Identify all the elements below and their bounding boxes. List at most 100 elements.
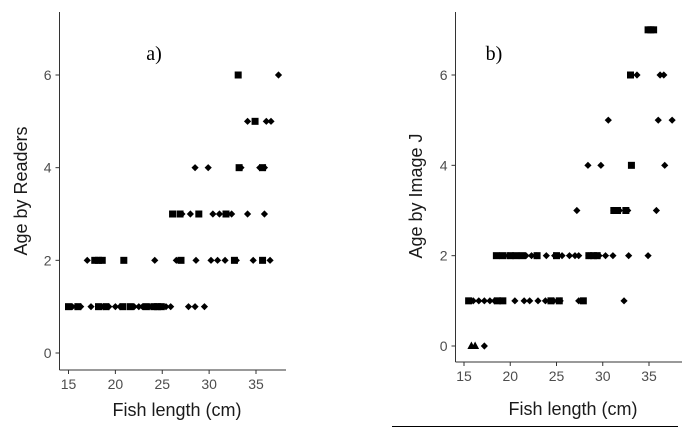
panel-b-diamond-point (660, 71, 668, 79)
panel-a-y-ticks: 0 2 4 6 (44, 67, 60, 361)
panel-b-square-point (590, 252, 597, 260)
panel-a: 0 2 4 6 15 20 25 30 35 a) Age by Readers Fish l… (11, 12, 286, 420)
panel-b-diamond-point (668, 116, 676, 124)
panel-a-square-point (98, 256, 106, 264)
panel-a-diamond-point (200, 303, 209, 311)
panel-a-square-point (65, 303, 72, 311)
panel-b-diamond-point (486, 297, 494, 305)
panel-b-square-point (492, 252, 500, 260)
panel-a-diamond-point (243, 117, 252, 125)
panel-a-diamond-point (186, 210, 194, 218)
panel-a-diamond-point (87, 303, 95, 311)
panel-b-diamond-point (661, 161, 669, 169)
panel-a-diamond-point (260, 210, 269, 218)
panel-b-diamond-point (656, 71, 664, 79)
panel-a-y-tick-label-0: 0 (44, 345, 52, 361)
panel-b-diamond-point (571, 252, 579, 260)
panel-a-y-tick-label-6: 6 (44, 67, 52, 83)
panel-b-diamond-point (526, 297, 534, 305)
panel-a-square-point (195, 210, 203, 218)
panel-a-diamond-point (266, 256, 274, 264)
panel-a-x-ticks: 15 20 25 30 35 (61, 370, 264, 392)
panel-b-x-axis-title: Fish length (cm) (508, 399, 637, 419)
panel-a-diamond-point (191, 303, 199, 311)
panel-b-square-point (555, 297, 563, 305)
panel-b-y-tick-label-2: 2 (440, 248, 448, 264)
panel-a-diamond-point (192, 256, 200, 264)
panel-b: 0 2 4 6 15 20 25 30 35 b) Age by Image J Fish l… (392, 12, 682, 427)
panel-a-y-axis-title: Age by Readers (11, 126, 31, 255)
panel-a-diamond-point (151, 256, 159, 264)
panel-b-label: b) (486, 43, 503, 65)
panel-a-y-tick-label-2: 2 (44, 252, 52, 268)
panel-a-diamond-point (204, 164, 212, 172)
panel-b-y-ticks: 0 2 4 6 (440, 67, 456, 354)
panel-b-x-tick-label-20: 20 (502, 368, 518, 384)
panel-b-square-point (493, 297, 501, 305)
panel-b-square-point (465, 297, 473, 305)
panel-b-square-point (579, 297, 587, 305)
panel-a-diamond-point (207, 256, 215, 264)
panel-a-square-point (91, 256, 99, 264)
panel-a-x-tick-label-25: 25 (154, 376, 170, 392)
panel-a-diamond-point (243, 210, 252, 218)
panel-b-square-point (593, 252, 601, 260)
panel-a-square-point (234, 71, 242, 79)
panel-a-diamond-point (262, 117, 270, 125)
panel-b-diamond-point (475, 297, 483, 305)
panel-b-diamond-point (597, 161, 605, 169)
panel-a-diamond-point (83, 256, 91, 264)
panel-b-diamond-point (511, 297, 519, 305)
panel-a-diamond-point (135, 303, 143, 311)
panel-b-diamond-point (542, 252, 550, 260)
panel-a-square-point (177, 256, 185, 264)
panel-a-diamond-point (221, 256, 229, 264)
panel-b-square-point (627, 71, 634, 79)
panel-b-diamond-point (565, 252, 574, 260)
panel-a-square-point (95, 256, 102, 264)
panel-a-y-tick-label-4: 4 (44, 160, 52, 176)
panel-a-diamond-point (274, 71, 283, 79)
panel-b-diamond-point (534, 297, 542, 305)
panel-a-diamond-point (184, 303, 193, 311)
panel-b-diamond-point (604, 116, 612, 124)
panel-a-square-point (74, 303, 82, 311)
panel-b-diamond-point (558, 252, 566, 260)
panel-b-diamond-point (527, 252, 536, 260)
panel-b-square-point (518, 252, 526, 260)
panel-a-x-tick-label-30: 30 (201, 376, 217, 392)
panel-b-y-tick-label-4: 4 (440, 157, 448, 173)
panel-b-diamond-point (573, 206, 581, 215)
panel-b-y-tick-label-0: 0 (440, 338, 448, 354)
panel-a-square-point (230, 256, 238, 264)
panel-a-diamond-point (267, 117, 275, 125)
panel-a-square-point (120, 256, 128, 264)
panel-b-diamond-point (654, 116, 662, 124)
panel-a-square-point (95, 303, 102, 311)
panel-a-data-points (65, 71, 283, 311)
panel-a-x-tick-label-15: 15 (61, 376, 77, 392)
panel-b-square-point (627, 161, 635, 169)
panel-a-diamond-point (68, 303, 76, 311)
panel-b-diamond-point (480, 297, 488, 305)
panel-a-diamond-point (209, 210, 217, 218)
panel-a-x-axis-title: Fish length (cm) (112, 400, 241, 420)
panel-a-x-tick-label-35: 35 (248, 376, 264, 392)
panel-b-diamond-point (652, 206, 660, 215)
panel-a-square-point (102, 303, 110, 311)
panel-b-x-ticks: 15 20 25 30 35 (456, 362, 657, 384)
panel-b-square-point (610, 207, 618, 214)
panel-a-square-point (119, 303, 127, 311)
panel-a-label: a) (146, 43, 162, 65)
panel-b-square-point (506, 252, 514, 260)
panel-b-square-point (650, 26, 658, 34)
panel-a-square-point (222, 210, 230, 218)
panel-a-square-point (157, 303, 165, 311)
panel-b-square-point (512, 252, 520, 260)
panel-b-square-point (547, 297, 555, 305)
panel-a-square-point (259, 256, 267, 264)
panel-b-x-tick-label-15: 15 (456, 368, 472, 384)
panel-a-square-point (169, 210, 177, 218)
